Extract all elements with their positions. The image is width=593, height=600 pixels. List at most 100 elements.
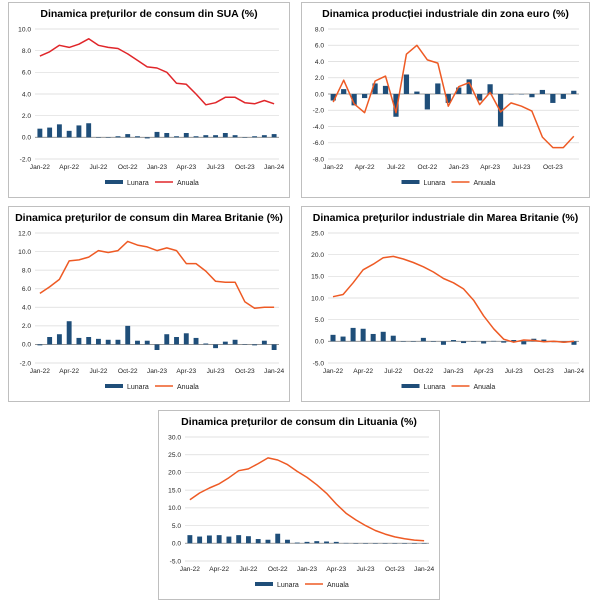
bar-lunara: [246, 536, 251, 544]
bar-lunara: [361, 94, 368, 99]
y-tick-label: 10.0: [168, 505, 181, 512]
x-tick-label: Jan-22: [30, 164, 50, 171]
legend-swatch-lunara: [255, 582, 273, 586]
bar-lunara: [350, 327, 356, 342]
x-tick-label: Jan-23: [147, 164, 167, 171]
bar-lunara: [222, 341, 228, 345]
chart-svg: Dinamica prețurilor de consum din SUA (%…: [18, 8, 284, 187]
bar-lunara: [66, 130, 72, 138]
line-anuala: [39, 240, 275, 309]
y-tick-label: 2.0: [22, 323, 31, 330]
y-tick-label: 8.0: [315, 26, 324, 33]
x-tick-label: Apr-23: [474, 368, 494, 375]
chart-title: Dinamica prețurilor industriale din Mare…: [313, 212, 578, 224]
line-anuala: [332, 44, 575, 149]
bar-lunara: [271, 344, 277, 350]
y-tick-label: -5.0: [170, 558, 182, 565]
bar-lunara: [360, 328, 366, 342]
bar-lunara: [47, 127, 53, 138]
bar-lunara: [183, 133, 189, 138]
bar-lunara: [125, 134, 131, 138]
bar-lunara: [255, 539, 261, 544]
y-tick-label: 8.0: [22, 48, 31, 55]
y-tick-label: -2.0: [20, 156, 32, 163]
bar-lunara: [390, 335, 396, 342]
x-tick-label: Apr-22: [59, 164, 79, 171]
bar-lunara: [450, 340, 457, 342]
bar-lunara: [511, 340, 517, 342]
bar-lunara: [487, 84, 493, 94]
bar-lunara: [203, 343, 209, 345]
y-tick-label: 5.0: [172, 523, 181, 530]
bar-lunara: [521, 341, 527, 345]
y-tick-label: 15.0: [311, 274, 324, 281]
bar-lunara: [571, 341, 577, 345]
x-tick-label: Apr-23: [176, 368, 196, 375]
y-tick-label: 20.0: [311, 252, 324, 259]
bar-lunara: [456, 87, 462, 94]
bar-lunara: [560, 94, 566, 99]
chart-panel-us-cpi: Dinamica prețurilor de consum din SUA (%…: [8, 2, 290, 198]
bar-lunara: [372, 83, 378, 94]
bar-lunara: [183, 333, 189, 345]
y-tick-label: 4.0: [315, 59, 324, 66]
bar-lunara: [435, 83, 441, 94]
bar-lunara: [445, 94, 451, 103]
y-tick-label: 10.0: [311, 295, 324, 302]
bar-lunara: [66, 321, 72, 345]
bar-lunara: [330, 334, 336, 342]
bar-lunara: [164, 133, 170, 138]
y-tick-label: 4.0: [22, 305, 31, 312]
y-tick-label: 6.0: [315, 43, 324, 50]
chart-panel-uk-ppi: Dinamica prețurilor industriale din Mare…: [301, 206, 590, 402]
x-tick-label: Jul-23: [207, 368, 225, 375]
x-tick-label: Oct-22: [268, 566, 288, 573]
line-anuala: [39, 38, 275, 106]
bar-lunara: [466, 79, 472, 94]
bar-lunara: [174, 337, 179, 345]
legend-label-anuala: Anuala: [327, 582, 349, 589]
y-tick-label: -6.0: [313, 140, 325, 147]
bar-lunara: [216, 535, 222, 544]
x-tick-label: Jul-22: [239, 566, 257, 573]
y-tick-label: 0.0: [22, 342, 31, 349]
bar-lunara: [96, 338, 101, 345]
y-tick-label: -4.0: [313, 124, 325, 131]
bar-lunara: [261, 340, 267, 345]
y-tick-label: 0.0: [172, 541, 181, 548]
chart-title: Dinamica producției industriale din zona…: [322, 8, 569, 20]
y-tick-label: 25.0: [311, 230, 324, 237]
chart-title: Dinamica prețurilor de consum din Lituan…: [181, 416, 417, 428]
bar-lunara: [197, 536, 203, 544]
y-tick-label: 5.0: [315, 317, 324, 324]
bar-lunara: [330, 94, 336, 101]
legend-swatch-lunara: [105, 384, 123, 388]
bar-lunara: [477, 94, 483, 101]
x-tick-label: Oct-23: [534, 368, 554, 375]
x-tick-label: Jan-23: [297, 566, 317, 573]
x-tick-label: Jul-22: [89, 164, 107, 171]
y-tick-label: -2.0: [20, 360, 32, 367]
y-tick-label: 2.0: [315, 75, 324, 82]
legend-label-lunara: Lunara: [127, 180, 149, 187]
bar-lunara: [56, 334, 62, 345]
bar-lunara: [37, 128, 43, 138]
x-tick-label: Jan-24: [414, 566, 434, 573]
bar-lunara: [115, 339, 121, 345]
y-tick-label: 10.0: [18, 26, 31, 33]
x-tick-label: Jan-22: [323, 368, 343, 375]
x-tick-label: Jul-23: [505, 368, 523, 375]
x-tick-label: Jan-23: [449, 164, 469, 171]
bar-lunara: [144, 137, 150, 139]
x-tick-label: Jul-23: [357, 566, 375, 573]
bar-lunara: [550, 94, 556, 103]
bar-lunara: [135, 340, 140, 345]
bar-lunara: [340, 336, 346, 342]
legend-label-anuala: Anuala: [177, 384, 199, 391]
y-tick-label: 2.0: [22, 113, 31, 120]
bar-lunara: [174, 136, 179, 138]
bar-lunara: [333, 541, 339, 544]
legend-swatch-lunara: [401, 384, 420, 388]
bar-lunara: [252, 136, 258, 138]
x-tick-label: Jan-22: [180, 566, 200, 573]
